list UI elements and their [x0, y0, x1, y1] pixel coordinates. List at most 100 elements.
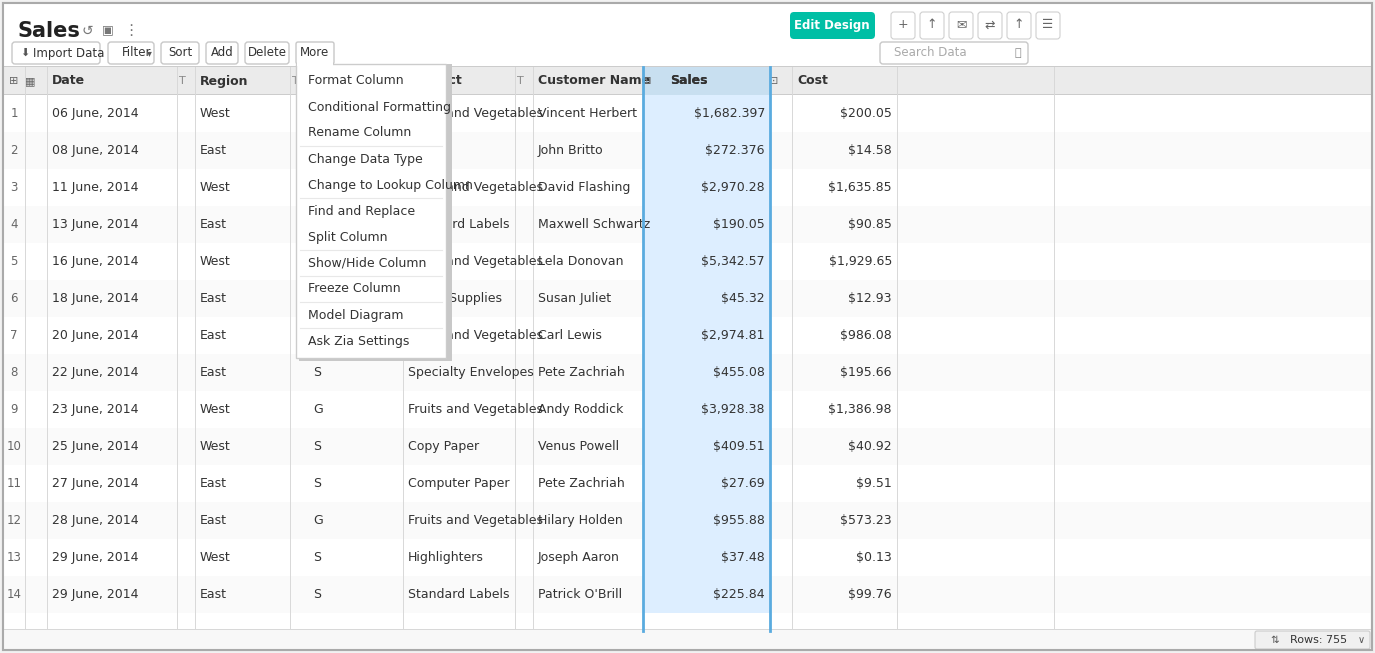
Text: 6: 6 [10, 292, 18, 305]
Text: Andy Roddick: Andy Roddick [538, 403, 623, 416]
FancyBboxPatch shape [891, 12, 914, 39]
Text: Cost: Cost [798, 74, 828, 88]
Text: Sales: Sales [670, 74, 708, 88]
Text: Fruits and Vegetables: Fruits and Vegetables [408, 329, 543, 342]
Text: 25 June, 2014: 25 June, 2014 [52, 440, 139, 453]
Text: Highlighters: Highlighters [408, 551, 484, 564]
FancyBboxPatch shape [978, 12, 1002, 39]
Text: Fruits and Vegetables: Fruits and Vegetables [408, 107, 543, 120]
Text: Model Diagram: Model Diagram [308, 308, 403, 321]
Text: West: West [199, 107, 231, 120]
Text: Pete Zachriah: Pete Zachriah [538, 366, 624, 379]
FancyBboxPatch shape [206, 42, 238, 64]
Text: $1,929.65: $1,929.65 [829, 255, 892, 268]
FancyBboxPatch shape [109, 42, 154, 64]
Text: $9.51: $9.51 [857, 477, 892, 490]
Text: Format Column: Format Column [308, 74, 404, 88]
Text: S: S [314, 588, 320, 601]
Text: 3: 3 [10, 181, 18, 194]
Text: 2: 2 [10, 144, 18, 157]
Text: S: S [314, 292, 320, 305]
FancyBboxPatch shape [296, 42, 334, 64]
Text: Sales: Sales [670, 74, 708, 88]
Text: Rows: 755: Rows: 755 [1290, 635, 1348, 645]
Text: Add: Add [210, 46, 234, 59]
Text: T: T [517, 76, 524, 86]
Text: Ask Zia Settings: Ask Zia Settings [308, 334, 410, 347]
Text: 23 June, 2014: 23 June, 2014 [52, 403, 139, 416]
Text: Change Data Type: Change Data Type [308, 153, 422, 165]
Bar [644, 243, 770, 280]
Text: 28 June, 2014: 28 June, 2014 [52, 514, 139, 527]
Text: East: East [199, 329, 227, 342]
Bar [3, 67, 1372, 95]
Text: $955.88: $955.88 [714, 514, 764, 527]
Text: Hilary Holden: Hilary Holden [538, 514, 623, 527]
FancyBboxPatch shape [880, 42, 1028, 64]
Bar [3, 95, 1372, 132]
Bar [3, 206, 1372, 243]
Text: East: East [199, 366, 227, 379]
Text: $0.13: $0.13 [857, 551, 892, 564]
FancyBboxPatch shape [920, 12, 945, 39]
Text: East: East [199, 218, 227, 231]
Text: Copy Paper: Copy Paper [408, 440, 478, 453]
Text: Standard Labels: Standard Labels [408, 588, 510, 601]
Bar [3, 67, 1372, 68]
Text: $573.23: $573.23 [840, 514, 892, 527]
Text: $272.376: $272.376 [705, 144, 764, 157]
Bar [3, 502, 1372, 539]
Text: $2,974.81: $2,974.81 [701, 329, 764, 342]
FancyBboxPatch shape [1006, 12, 1031, 39]
Bar [297, 62, 333, 64]
Text: 14: 14 [7, 588, 22, 601]
Text: Joseph Aaron: Joseph Aaron [538, 551, 620, 564]
Text: More: More [300, 46, 330, 59]
Bar [644, 539, 770, 576]
Bar [644, 428, 770, 465]
Text: 4: 4 [10, 218, 18, 231]
Text: F: F [314, 144, 320, 157]
Bar [644, 391, 770, 428]
Text: West: West [199, 440, 231, 453]
Text: 8: 8 [10, 366, 18, 379]
Text: s: s [408, 144, 414, 157]
Text: Show/Hide Column: Show/Hide Column [308, 257, 426, 270]
Text: ⊡: ⊡ [769, 76, 778, 86]
Text: G: G [314, 514, 323, 527]
Text: ↑: ↑ [927, 18, 938, 31]
Bar [644, 465, 770, 502]
Text: +: + [898, 18, 909, 31]
Text: Filter: Filter [122, 46, 151, 59]
Text: S: S [314, 440, 320, 453]
Text: $2,970.28: $2,970.28 [701, 181, 764, 194]
Bar [644, 317, 770, 354]
Text: ∨: ∨ [1358, 635, 1365, 645]
Text: Standard Labels: Standard Labels [408, 218, 510, 231]
Text: East: East [199, 144, 227, 157]
Text: T: T [292, 76, 298, 86]
Text: 06 June, 2014: 06 June, 2014 [52, 107, 139, 120]
Text: ⇅: ⇅ [1270, 635, 1279, 645]
FancyBboxPatch shape [12, 42, 100, 64]
Bar [3, 317, 1372, 354]
Text: Customer Name: Customer Name [538, 74, 650, 88]
Bar [296, 64, 446, 358]
Text: East: East [199, 588, 227, 601]
Bar [3, 94, 1372, 95]
Text: $14.58: $14.58 [848, 144, 892, 157]
Text: 1: 1 [10, 107, 18, 120]
Text: S: S [314, 218, 320, 231]
Bar [3, 66, 1372, 67]
Text: Fruits and Vegetables: Fruits and Vegetables [408, 181, 543, 194]
Bar [644, 502, 770, 539]
Bar [3, 391, 1372, 428]
Bar [3, 576, 1372, 613]
Text: S: S [314, 477, 320, 490]
Text: 5: 5 [10, 255, 18, 268]
Text: 🔍: 🔍 [1015, 48, 1022, 58]
Text: $1,386.98: $1,386.98 [829, 403, 892, 416]
Bar [3, 132, 1372, 169]
Text: 27 June, 2014: 27 June, 2014 [52, 477, 139, 490]
Text: West: West [199, 255, 231, 268]
